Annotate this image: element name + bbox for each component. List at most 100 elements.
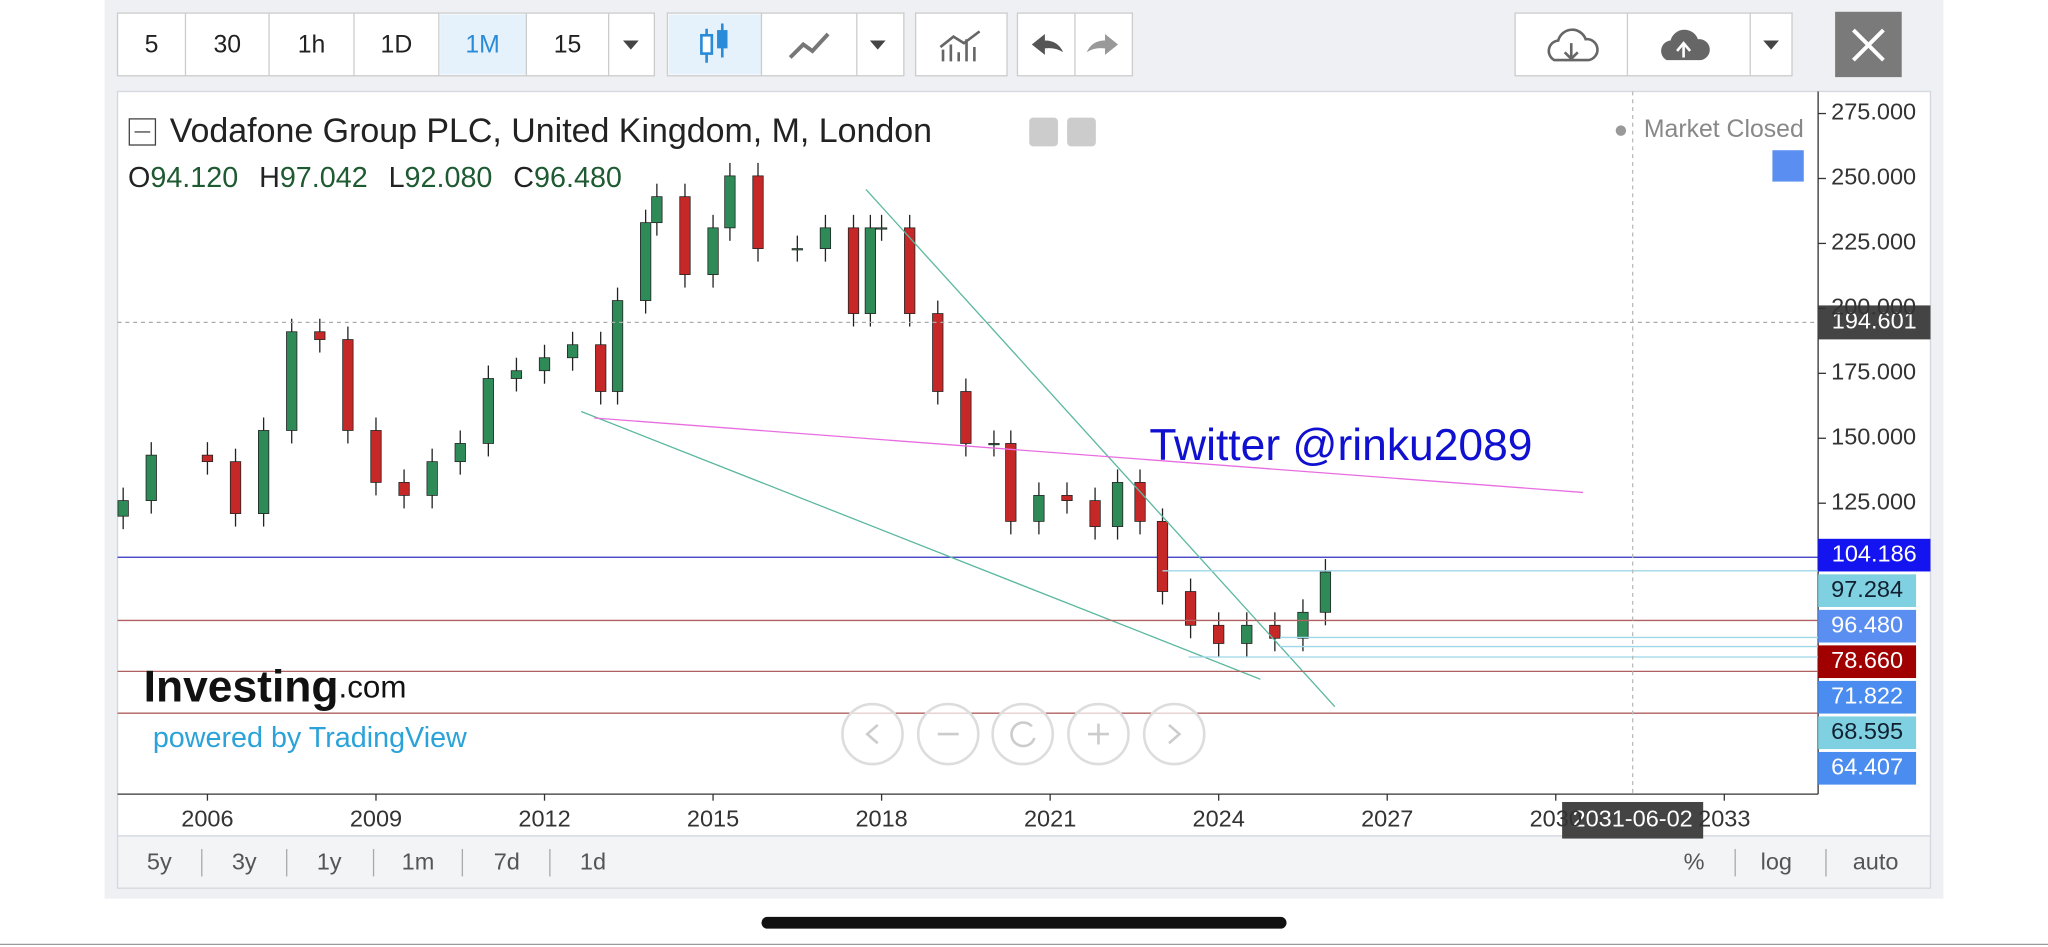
candle-body	[1241, 624, 1253, 644]
candle-body	[510, 370, 523, 379]
annotation: Twitter @rinku2089	[1149, 421, 1532, 470]
indicators-icon	[939, 30, 981, 62]
scale-button[interactable]: log	[1761, 849, 1792, 875]
candle-body	[724, 175, 736, 229]
range-button[interactable]: 1m	[402, 849, 435, 875]
candle-body	[791, 248, 803, 251]
candle-button[interactable]	[668, 14, 762, 75]
nav-left[interactable]	[841, 702, 904, 766]
ohlc-value: 96.480	[534, 162, 622, 194]
candle-body	[819, 227, 832, 250]
candle-body	[679, 196, 691, 275]
ohlc-label: L	[389, 162, 405, 194]
ohlc-value: 94.120	[150, 162, 238, 194]
interval-button[interactable]: 15	[554, 31, 582, 58]
price-badge	[1818, 645, 1917, 679]
scale-button[interactable]: %	[1684, 849, 1705, 875]
candle-body	[651, 196, 663, 224]
candle-body	[454, 443, 466, 463]
range-button[interactable]: 1y	[317, 849, 342, 875]
candle-body	[1134, 482, 1146, 522]
interval-button[interactable]: 30	[213, 31, 241, 58]
candle-body	[117, 500, 129, 517]
candle-body	[258, 430, 270, 514]
interval-button[interactable]: 1D	[381, 31, 413, 58]
candle-body	[707, 227, 719, 275]
ohlc-line: O94.120 H97.042 L92.080 C96.480	[128, 162, 622, 194]
line-icon[interactable]	[788, 32, 830, 59]
redo-icon[interactable]	[1086, 33, 1119, 55]
y-tick-label: 250.000	[1831, 164, 1916, 190]
candle-body	[988, 443, 1000, 446]
bottom-bar	[116, 835, 1932, 889]
interval-button[interactable]: 1M	[465, 31, 499, 58]
visibility-icon[interactable]	[1029, 117, 1058, 147]
dropdown-arrow[interactable]	[623, 40, 639, 50]
candle-body	[640, 222, 652, 301]
interval-active	[440, 14, 527, 75]
x-tick-label: 2027	[1361, 805, 1413, 831]
candle-body	[1089, 500, 1101, 527]
collapse-icon[interactable]	[128, 118, 157, 146]
crosshair-price: 194.601	[1832, 308, 1917, 334]
settings-icon[interactable]	[1067, 117, 1096, 147]
price-badge-label: 64.407	[1831, 753, 1903, 779]
candle-body	[370, 430, 382, 483]
status-dot	[1615, 125, 1627, 136]
range-button[interactable]: 1d	[580, 849, 606, 875]
candle-body	[1156, 520, 1169, 592]
interval-button[interactable]: 1h	[298, 31, 326, 58]
price-badge	[1818, 680, 1917, 714]
interval-group	[116, 12, 656, 77]
candle-body	[286, 331, 298, 431]
price-badge-label: 104.186	[1832, 540, 1917, 566]
range-button[interactable]: 5y	[147, 849, 172, 875]
range-button[interactable]: 3y	[232, 849, 257, 875]
ohlc-label: H	[259, 162, 280, 194]
logo-suffix: .com	[339, 670, 407, 705]
ohlc-label: O	[128, 162, 150, 194]
scale-button[interactable]: auto	[1853, 849, 1899, 875]
price-badge-label: 78.660	[1831, 647, 1903, 673]
range-button[interactable]: 7d	[494, 849, 520, 875]
ohlc-label: C	[513, 162, 534, 194]
trend-line	[594, 417, 1584, 494]
price-badge	[1818, 574, 1917, 607]
candle-body	[864, 227, 876, 314]
nav-icons	[865, 721, 1182, 748]
dropdown-arrow[interactable]	[1763, 40, 1779, 50]
chevron	[1168, 723, 1182, 745]
candle-body	[1213, 624, 1225, 644]
price-badge-label: 97.284	[1831, 576, 1903, 602]
undo-icon[interactable]	[1031, 33, 1064, 55]
y-tick-label: 150.000	[1831, 423, 1916, 449]
y-tick-label: 200.000	[1831, 294, 1916, 320]
dropdown-arrow[interactable]	[869, 40, 886, 50]
load-icon[interactable]	[1547, 28, 1599, 62]
candle-icon	[700, 33, 714, 55]
x-tick-label: 2033	[1698, 805, 1750, 831]
y-tick-label: 125.000	[1831, 488, 1916, 514]
candle-body	[1184, 591, 1197, 626]
y-tick-label: 175.000	[1831, 359, 1916, 385]
cloud-group	[1514, 12, 1793, 77]
candle-body	[1319, 571, 1332, 613]
ohlc-value: 92.080	[405, 162, 493, 194]
candle-body	[875, 227, 888, 230]
interval-button[interactable]: 5	[145, 31, 159, 58]
candle-body	[752, 175, 764, 250]
nav-buttons	[841, 702, 1206, 766]
price-badge	[1818, 751, 1917, 785]
nav-reset[interactable]	[991, 702, 1055, 766]
indicators-button[interactable]	[914, 12, 1008, 77]
x-tick-label: 2018	[855, 805, 907, 831]
save-icon	[1676, 41, 1692, 58]
x-tick-label: 2006	[181, 805, 233, 831]
candle-body	[1033, 495, 1045, 522]
x-tick-label: 2030	[1530, 805, 1582, 831]
nav-right[interactable]	[1142, 702, 1206, 766]
logo-main: Investing	[144, 662, 339, 711]
x-tick-label: 2024	[1193, 805, 1245, 831]
scroll-icon[interactable]	[1772, 150, 1804, 182]
